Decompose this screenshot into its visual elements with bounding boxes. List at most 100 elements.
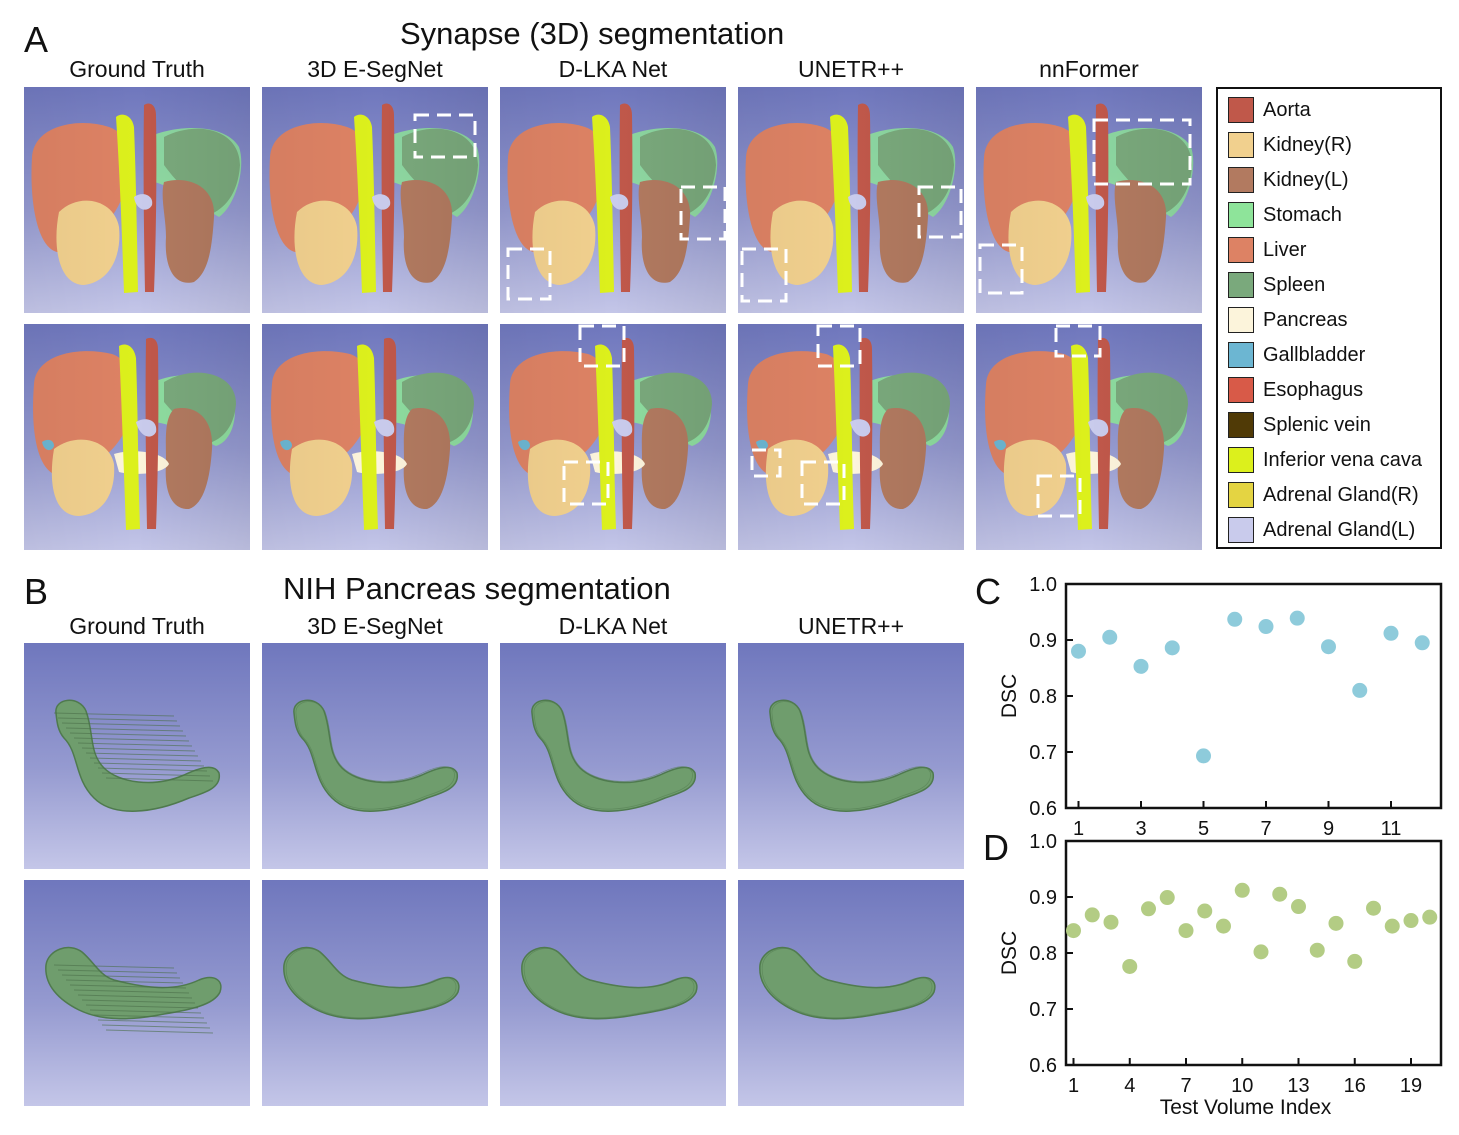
panel-a-title: Synapse (3D) segmentation bbox=[400, 16, 785, 51]
data-point bbox=[1141, 901, 1156, 917]
legend-swatch bbox=[1228, 412, 1254, 438]
b-col-label-d-lka-net: D-LKA Net bbox=[558, 613, 668, 639]
y-tick-label: 0.8 bbox=[1029, 943, 1057, 965]
col-label-3d-e-segnet: 3D E-SegNet bbox=[307, 56, 443, 82]
x-tick-label: 11 bbox=[1381, 818, 1402, 840]
panel-d-letter: D bbox=[983, 827, 1009, 868]
pancreas-render-top bbox=[738, 643, 964, 869]
legend-item: Esophagus bbox=[1228, 375, 1363, 405]
data-point bbox=[1347, 953, 1363, 969]
legend-label: Esophagus bbox=[1263, 378, 1364, 401]
y-axis-label: DSC bbox=[998, 931, 1021, 975]
legend-item: Spleen bbox=[1228, 270, 1325, 300]
x-tick-label: 1 bbox=[1073, 818, 1084, 840]
legend-swatch bbox=[1228, 167, 1254, 193]
y-tick-label: 0.8 bbox=[1029, 686, 1057, 708]
x-tick-label: 7 bbox=[1180, 1075, 1191, 1097]
data-point bbox=[1352, 682, 1368, 698]
legend-item: Stomach bbox=[1228, 200, 1342, 230]
y-tick-label: 0.6 bbox=[1029, 1055, 1057, 1077]
pancreas-render-bottom bbox=[738, 880, 964, 1106]
synapse-render-front bbox=[976, 87, 1202, 313]
legend-swatch bbox=[1228, 342, 1254, 368]
pancreas-render-top bbox=[500, 643, 726, 869]
b-col-label-3d-e-segnet: 3D E-SegNet bbox=[307, 613, 443, 639]
legend-swatch bbox=[1228, 237, 1254, 263]
legend-item: Aorta bbox=[1228, 95, 1311, 125]
panel-b-letter: B bbox=[24, 571, 49, 612]
legend-label: Inferior vena cava bbox=[1263, 448, 1422, 471]
legend-label: Kidney(R) bbox=[1263, 133, 1352, 156]
legend-label: Kidney(L) bbox=[1263, 168, 1349, 191]
data-point bbox=[1196, 748, 1211, 764]
synapse-render-back bbox=[262, 324, 488, 550]
data-point bbox=[1272, 886, 1288, 902]
panel-b-title: NIH Pancreas segmentation bbox=[283, 571, 671, 606]
data-point bbox=[1164, 640, 1180, 656]
data-point bbox=[1159, 890, 1175, 906]
legend-label: Gallbladder bbox=[1263, 343, 1366, 366]
synapse-render-back bbox=[500, 324, 726, 550]
legend-label: Aorta bbox=[1263, 98, 1311, 121]
plot-frame bbox=[1064, 582, 1443, 810]
pancreas-render-bottom bbox=[24, 880, 250, 1106]
legend-swatch bbox=[1228, 97, 1254, 123]
x-tick-label: 5 bbox=[1198, 818, 1209, 840]
legend-item: Kidney(R) bbox=[1228, 130, 1352, 160]
data-point bbox=[1253, 944, 1269, 960]
legend-swatch bbox=[1228, 377, 1254, 403]
legend-label: Adrenal Gland(R) bbox=[1263, 483, 1419, 506]
legend-label: Pancreas bbox=[1263, 308, 1348, 331]
x-tick-label: 1 bbox=[1068, 1075, 1079, 1097]
data-point bbox=[1066, 923, 1081, 939]
legend-swatch bbox=[1228, 517, 1254, 543]
x-tick-label: 3 bbox=[1135, 818, 1146, 840]
x-tick-label: 19 bbox=[1400, 1075, 1422, 1097]
legend-swatch bbox=[1228, 132, 1254, 158]
data-point bbox=[1309, 942, 1325, 958]
legend-item: Splenic vein bbox=[1228, 410, 1371, 440]
x-tick-label: 9 bbox=[1323, 818, 1334, 840]
data-point bbox=[1383, 625, 1399, 641]
legend-item: Kidney(L) bbox=[1228, 165, 1349, 195]
synapse-render-back bbox=[24, 324, 250, 550]
panel-c-letter: C bbox=[975, 571, 1001, 612]
legend-swatch bbox=[1228, 307, 1254, 333]
legend-label: Liver bbox=[1263, 238, 1307, 261]
data-point bbox=[1102, 629, 1118, 645]
data-point bbox=[1384, 918, 1400, 934]
data-point bbox=[1289, 610, 1305, 626]
data-point bbox=[1178, 923, 1194, 939]
col-label-ground-truth: Ground Truth bbox=[69, 56, 205, 82]
data-point bbox=[1133, 658, 1149, 674]
pancreas-render-bottom bbox=[500, 880, 726, 1106]
col-label-d-lka-net: D-LKA Net bbox=[558, 56, 668, 82]
data-point bbox=[1328, 915, 1344, 931]
organ-legend: Aorta Kidney(R) Kidney(L) Stomach Liver Splee… bbox=[1216, 87, 1442, 549]
x-tick-label: 16 bbox=[1344, 1075, 1366, 1097]
data-point bbox=[1071, 643, 1086, 659]
data-point bbox=[1197, 903, 1213, 919]
legend-label: Spleen bbox=[1263, 273, 1326, 296]
col-label-nnformer: nnFormer bbox=[1039, 56, 1139, 82]
pancreas-render-bottom bbox=[262, 880, 488, 1106]
x-tick-label: 13 bbox=[1287, 1075, 1309, 1097]
y-tick-label: 1.0 bbox=[1029, 831, 1057, 853]
data-point bbox=[1122, 958, 1138, 974]
legend-item: Adrenal Gland(L) bbox=[1228, 515, 1415, 545]
synapse-render-back bbox=[738, 324, 964, 550]
synapse-render-front bbox=[24, 87, 250, 313]
synapse-render-front bbox=[262, 87, 488, 313]
data-point bbox=[1422, 909, 1438, 925]
legend-swatch bbox=[1228, 202, 1254, 228]
pancreas-render-top bbox=[262, 643, 488, 869]
legend-swatch bbox=[1228, 482, 1254, 508]
data-point bbox=[1234, 882, 1250, 898]
y-axis-label: DSC bbox=[998, 674, 1021, 718]
data-point bbox=[1403, 913, 1419, 929]
y-tick-label: 1.0 bbox=[1029, 574, 1057, 596]
legend-label: Adrenal Gland(L) bbox=[1263, 518, 1416, 541]
data-point bbox=[1216, 918, 1231, 934]
legend-label: Splenic vein bbox=[1263, 413, 1371, 436]
